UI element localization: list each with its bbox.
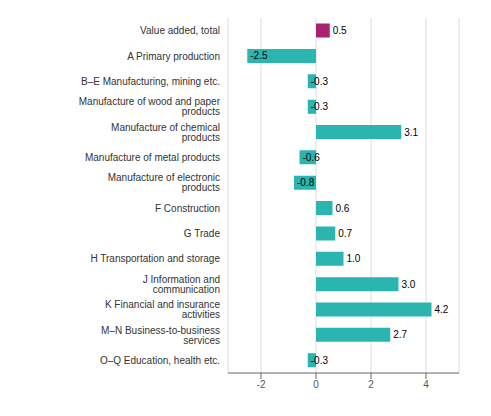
svg-text:-0.3: -0.3	[311, 101, 329, 112]
svg-text:Manufacture of chemicalproduct: Manufacture of chemicalproducts	[111, 122, 220, 143]
svg-text:A Primary production: A Primary production	[127, 51, 220, 62]
svg-text:Manufacture of wood and paperp: Manufacture of wood and paperproducts	[79, 96, 221, 117]
svg-text:M–N Business-to-businessservic: M–N Business-to-businessservices	[101, 325, 220, 346]
svg-text:-0.6: -0.6	[303, 152, 321, 163]
svg-text:0.6: 0.6	[336, 203, 350, 214]
svg-text:3.1: 3.1	[404, 127, 418, 138]
svg-text:2.7: 2.7	[393, 329, 407, 340]
svg-text:Manufacture of metal products: Manufacture of metal products	[85, 152, 220, 163]
svg-text:F Construction: F Construction	[155, 203, 220, 214]
svg-text:0.7: 0.7	[338, 228, 352, 239]
svg-text:K Financial and insuranceactiv: K Financial and insuranceactivities	[105, 299, 221, 320]
svg-text:3.0: 3.0	[402, 279, 416, 290]
svg-text:4.2: 4.2	[435, 304, 449, 315]
svg-text:B–E Manufacturing, mining etc.: B–E Manufacturing, mining etc.	[81, 76, 220, 87]
svg-text:J Information andcommunication: J Information andcommunication	[143, 274, 220, 295]
svg-text:O–Q Education, health etc.: O–Q Education, health etc.	[100, 355, 220, 366]
svg-text:2: 2	[368, 379, 374, 390]
svg-text:0: 0	[313, 379, 319, 390]
svg-text:-0.8: -0.8	[297, 177, 315, 188]
svg-text:-2.5: -2.5	[250, 50, 268, 61]
svg-text:Manufacture of electronicprodu: Manufacture of electronicproducts	[108, 172, 220, 193]
svg-text:0.5: 0.5	[333, 25, 347, 36]
svg-text:-2: -2	[257, 379, 266, 390]
svg-text:Value added, total: Value added, total	[140, 25, 220, 36]
svg-text:-0.3: -0.3	[311, 355, 329, 366]
svg-text:H Transportation and storage: H Transportation and storage	[90, 253, 220, 264]
svg-text:1.0: 1.0	[347, 253, 361, 264]
svg-text:G Trade: G Trade	[184, 228, 221, 239]
svg-text:-0.3: -0.3	[311, 76, 329, 87]
svg-text:4: 4	[423, 379, 429, 390]
